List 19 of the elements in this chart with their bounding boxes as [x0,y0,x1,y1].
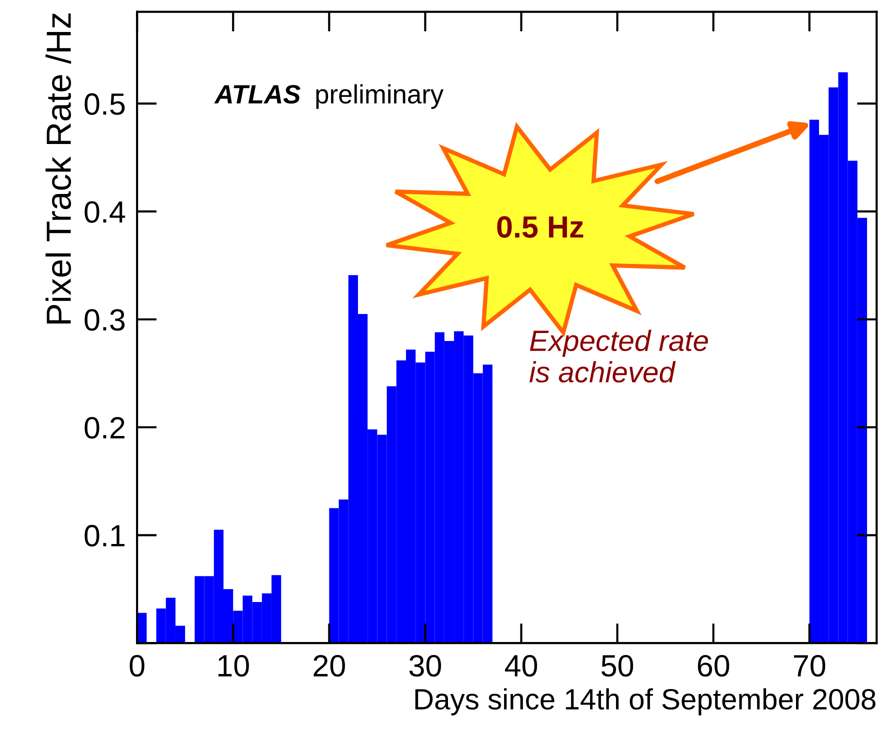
x-tick-label: 30 [409,654,442,677]
x-tick-label: 70 [794,654,826,677]
x-axis-title: Days since 14th of September 2008 [415,688,876,716]
x-tick-label: 60 [698,654,730,677]
y-axis-title: Pixel Track Rate /Hz [46,14,72,324]
x-tick-label: 10 [218,654,249,677]
y-tick-label: 0.5 [84,93,125,115]
x-tick-label: 50 [602,654,634,677]
y-tick-label: 0.3 [84,309,125,331]
annotation: Expected rate is achieved [530,330,708,383]
x-tick-label: 0 [130,654,144,677]
annotation: preliminary [316,84,444,109]
x-tick-label: 40 [504,654,538,677]
y-tick-label: 0.4 [84,201,126,223]
x-tick-label: 20 [314,654,345,677]
y-tick-label: 0.1 [84,524,124,547]
annotation: ATLAS [214,84,300,104]
annotation: 0.5 Hz [497,216,584,238]
y-tick-label: 0.2 [84,416,124,439]
